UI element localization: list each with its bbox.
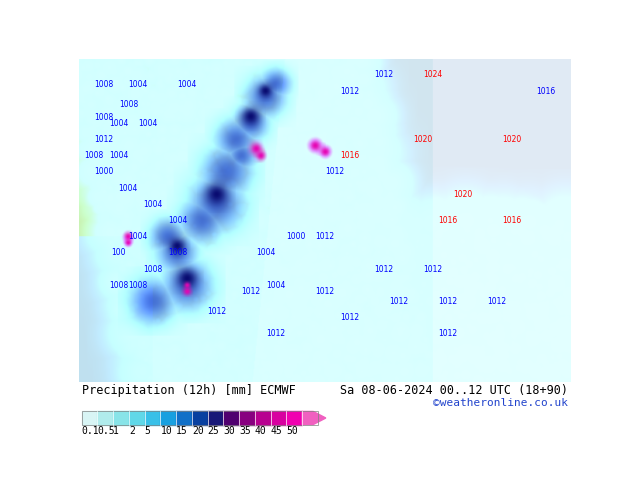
Text: 1012: 1012 — [438, 329, 457, 338]
Text: 1004: 1004 — [168, 216, 187, 225]
Text: 0.1: 0.1 — [82, 426, 99, 436]
Bar — [176, 412, 192, 424]
Text: 1004: 1004 — [266, 281, 285, 290]
Text: 1012: 1012 — [424, 265, 443, 273]
Text: 40: 40 — [255, 426, 267, 436]
Text: 1008: 1008 — [94, 80, 113, 89]
Bar — [98, 412, 113, 424]
Text: 5: 5 — [145, 426, 150, 436]
Text: 1008: 1008 — [168, 248, 187, 257]
Text: 100: 100 — [112, 248, 126, 257]
Text: Sa 08-06-2024 00..12 UTC (18+90): Sa 08-06-2024 00..12 UTC (18+90) — [340, 384, 568, 397]
Text: 15: 15 — [176, 426, 188, 436]
Text: 1004: 1004 — [129, 80, 148, 89]
Text: 30: 30 — [223, 426, 235, 436]
Text: 1008: 1008 — [119, 99, 138, 109]
Text: Precipitation (12h) [mm] ECMWF: Precipitation (12h) [mm] ECMWF — [82, 384, 295, 397]
Text: 1004: 1004 — [119, 184, 138, 193]
Text: 1016: 1016 — [502, 216, 521, 225]
Text: 50: 50 — [287, 426, 298, 436]
Text: 1012: 1012 — [266, 329, 285, 338]
Text: 10: 10 — [160, 426, 172, 436]
Text: 1016: 1016 — [536, 87, 555, 96]
Text: 1016: 1016 — [438, 216, 457, 225]
Bar — [287, 412, 302, 424]
Text: 45: 45 — [271, 426, 282, 436]
Text: 1012: 1012 — [389, 297, 408, 306]
Text: 1000: 1000 — [286, 232, 305, 241]
Text: ©weatheronline.co.uk: ©weatheronline.co.uk — [433, 397, 568, 408]
Text: 1020: 1020 — [502, 135, 521, 144]
Text: 1012: 1012 — [374, 265, 394, 273]
Text: 1004: 1004 — [178, 80, 197, 89]
Text: 1012: 1012 — [315, 287, 335, 296]
Bar — [82, 412, 318, 424]
Text: 1012: 1012 — [340, 87, 359, 96]
Text: 1008: 1008 — [84, 151, 103, 160]
Text: 1012: 1012 — [325, 168, 344, 176]
Text: 1020: 1020 — [413, 135, 433, 144]
Text: 20: 20 — [192, 426, 204, 436]
Text: 1012: 1012 — [94, 135, 113, 144]
Text: 1012: 1012 — [207, 307, 226, 316]
Text: 1004: 1004 — [256, 248, 276, 257]
Bar — [160, 412, 176, 424]
Text: 1: 1 — [113, 426, 119, 436]
Text: 1012: 1012 — [488, 297, 507, 306]
Bar — [129, 412, 145, 424]
Text: 1008: 1008 — [109, 281, 128, 290]
FancyArrow shape — [302, 412, 326, 424]
Text: 1004: 1004 — [138, 119, 158, 128]
Text: 1012: 1012 — [438, 297, 457, 306]
Bar — [208, 412, 223, 424]
Bar — [113, 412, 129, 424]
Text: 1004: 1004 — [129, 232, 148, 241]
Text: 1004: 1004 — [109, 151, 128, 160]
Bar — [255, 412, 271, 424]
Bar — [145, 412, 160, 424]
Text: 1020: 1020 — [453, 190, 472, 199]
Text: 1024: 1024 — [424, 71, 443, 79]
Text: 35: 35 — [239, 426, 251, 436]
Text: 1000: 1000 — [94, 168, 113, 176]
Text: 1012: 1012 — [340, 313, 359, 322]
Bar — [223, 412, 239, 424]
Bar — [192, 412, 208, 424]
Bar — [239, 412, 255, 424]
Text: 25: 25 — [208, 426, 219, 436]
Text: 1012: 1012 — [315, 232, 335, 241]
Text: 1016: 1016 — [340, 151, 359, 160]
Text: 1012: 1012 — [242, 287, 261, 296]
Text: 1008: 1008 — [143, 265, 162, 273]
Bar — [82, 412, 98, 424]
Text: 1012: 1012 — [374, 71, 394, 79]
Text: 0.5: 0.5 — [98, 426, 115, 436]
Text: 1004: 1004 — [143, 200, 163, 209]
Text: 2: 2 — [129, 426, 134, 436]
Text: 1008: 1008 — [94, 113, 113, 122]
Text: 1008: 1008 — [129, 281, 148, 290]
Text: 1004: 1004 — [109, 119, 128, 128]
Bar — [271, 412, 287, 424]
